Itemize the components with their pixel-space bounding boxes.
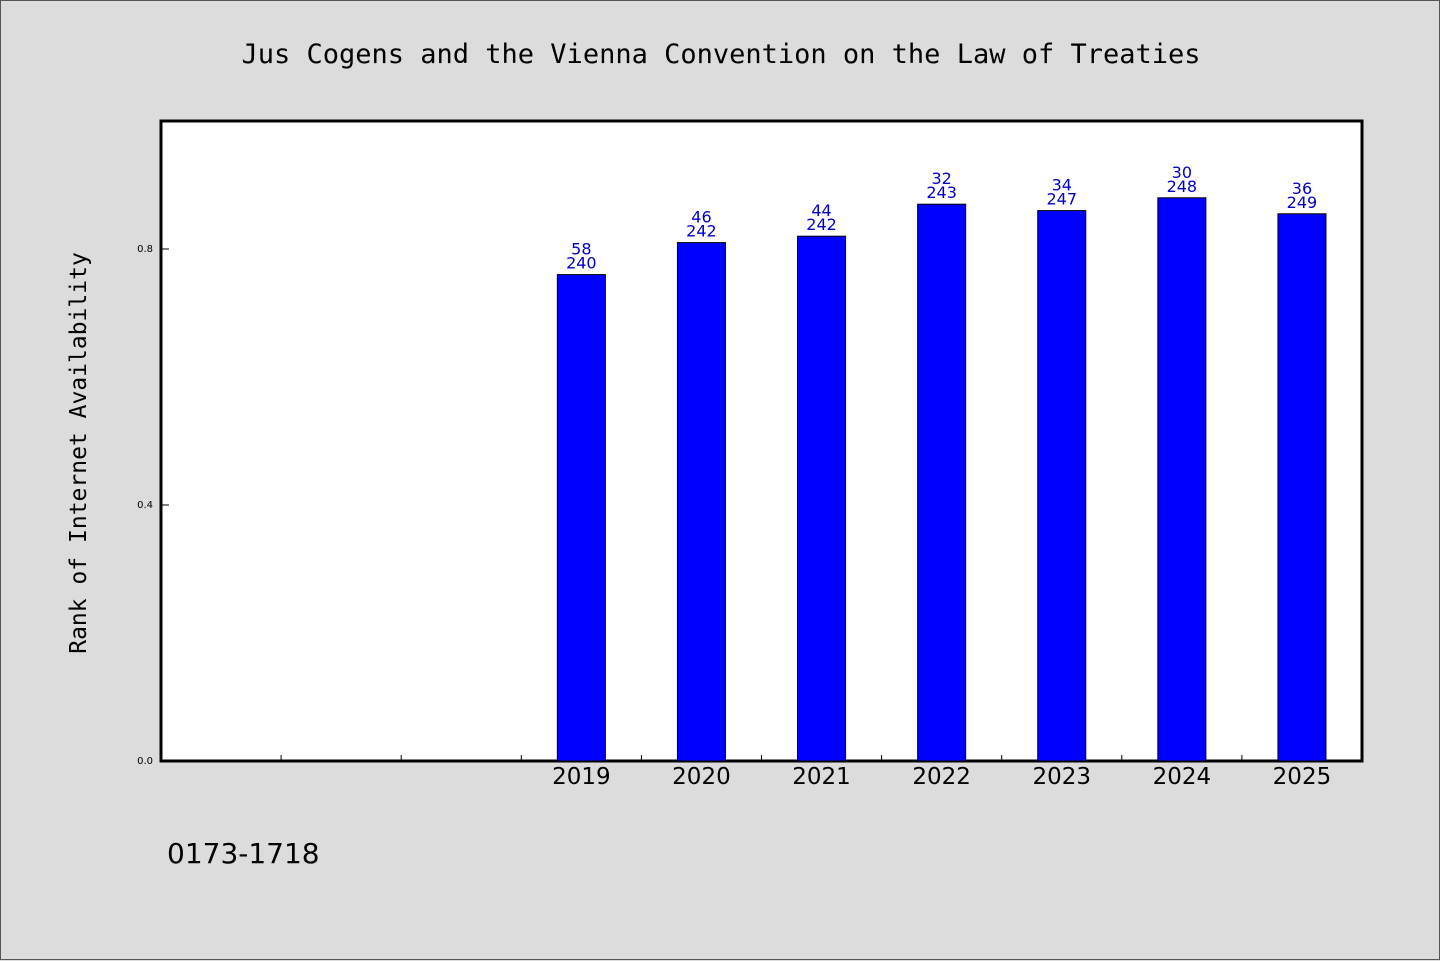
chart-title: Jus Cogens and the Vienna Convention on … [241, 39, 1200, 70]
bar-label-bottom: 242 [806, 215, 837, 234]
bar-label-bottom: 248 [1167, 177, 1198, 196]
bar-label-top: 32 [931, 169, 951, 188]
bar-2019 [556, 274, 606, 762]
bar-label-bottom: 247 [1046, 190, 1077, 209]
bar-label-bottom: 249 [1287, 193, 1318, 212]
category-labels: 2019 2020 2021 2022 2023 2024 2025 [552, 764, 1331, 790]
category-label: 2023 [1032, 764, 1091, 790]
category-label: 2021 [792, 764, 851, 790]
y-axis-label: Rank of Internet Availability [66, 252, 92, 654]
bar-label-bottom: 242 [686, 222, 717, 241]
y-tick-label: 0.0 [137, 756, 153, 767]
bars [556, 197, 1327, 762]
x-axis-ticks [280, 755, 1243, 761]
bar-2025 [1277, 213, 1327, 762]
y-axis-ticks: 0.0 0.4 0.8 [137, 244, 169, 767]
bar-label-bottom: 240 [566, 254, 597, 273]
bar-label-top: 30 [1172, 163, 1192, 182]
bar-2020 [676, 242, 726, 762]
bar-2024 [1157, 197, 1207, 762]
y-tick-label: 0.4 [137, 500, 153, 511]
category-label: 2024 [1153, 764, 1212, 790]
footer-code: 0173-1718 [167, 837, 320, 870]
bar-label-bottom: 243 [926, 183, 957, 202]
bar-label-top: 58 [571, 240, 591, 259]
category-label: 2022 [912, 764, 971, 790]
bar-2021 [797, 235, 847, 762]
bar-label-top: 34 [1052, 176, 1072, 195]
category-label: 2019 [552, 764, 611, 790]
bar-2023 [1037, 210, 1087, 762]
category-label: 2025 [1273, 764, 1332, 790]
category-label: 2020 [672, 764, 731, 790]
y-tick-label: 0.8 [137, 244, 153, 255]
bar-2022 [917, 203, 967, 762]
bar-label-top: 46 [691, 208, 711, 227]
bar-label-top: 36 [1292, 179, 1312, 198]
bar-label-top: 44 [811, 201, 831, 220]
